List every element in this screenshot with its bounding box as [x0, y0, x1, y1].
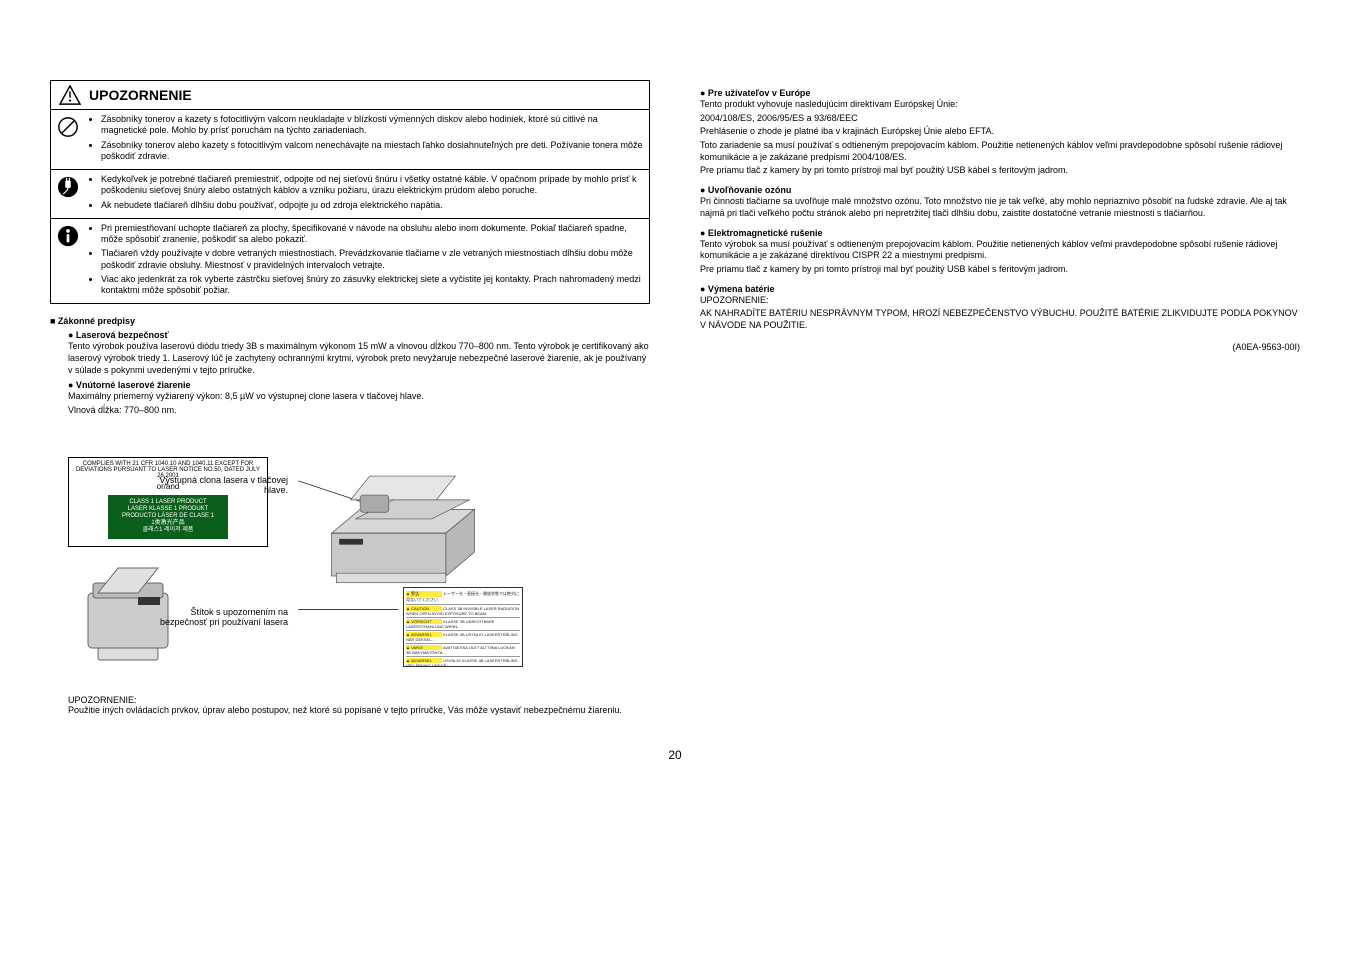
laser-safety-text: Tento výrobok používa laserovú diódu tri… — [68, 341, 650, 376]
figure-area: COMPLIES WITH 21 CFR 1040.10 AND 1040.11… — [68, 457, 650, 675]
laser-safety-heading: ● Laserová bezpečnosť — [68, 330, 650, 340]
eu-declaration: Prehlásenie o zhode je platné iba v kraj… — [700, 126, 1300, 138]
callout-sticker: Štítok s upozornením na bezpečnosť pri p… — [148, 607, 288, 629]
internal-laser-heading: ● Vnútorné laserové žiarenie — [68, 380, 650, 390]
caution-heading: UPOZORNENIE: — [68, 695, 650, 705]
compliance-label: COMPLIES WITH 21 CFR 1040.10 AND 1040.11… — [68, 457, 268, 547]
warning-row-unplug: Kedykoľvek je potrebné tlačiareň premies… — [51, 170, 649, 219]
printer-diagram: Výstupná clona lasera v tlačovej hlave. … — [298, 457, 508, 659]
ozone-text: Pri činnosti tlačiarne sa uvoľňuje malé … — [700, 196, 1300, 219]
laser-warning-sticker: ▲ 警告 レーザー光・直接光・開放状態では絶対に見ないでください ▲ CAUTI… — [403, 587, 523, 667]
info-icon — [57, 225, 79, 247]
bullet: Ak nebudete tlačiareň dlhšiu dobu použív… — [101, 200, 643, 211]
document-id: (A0EA-9563-00I) — [700, 342, 1300, 352]
bullet: Zásobníky tonerov a kazety s fotocitlivý… — [101, 114, 643, 137]
battery-heading: ● Výmena batérie — [700, 284, 1300, 294]
eu-cable: Toto zariadenie sa musí používať s odtie… — [700, 140, 1300, 163]
plug-icon — [57, 176, 79, 198]
eu-users-heading: ● Pre užívateľov v Európe — [700, 88, 1300, 98]
warning-row-prohibition: Zásobníky tonerov a kazety s fotocitlivý… — [51, 110, 649, 170]
ozone-heading: ● Uvoľňovanie ozónu — [700, 185, 1300, 195]
bullet: Tlačiareň vždy používajte v dobre vetran… — [101, 248, 643, 271]
eu-text: Tento produkt vyhovuje nasledujúcim dire… — [700, 99, 1300, 111]
internal-laser-text: Maximálny priemerný vyžiarený výkon: 8,5… — [68, 391, 650, 403]
page-number: 20 — [50, 748, 1300, 762]
warning-header: UPOZORNENIE — [51, 81, 649, 110]
emi-text: Tento výrobok sa musí používať s odtiene… — [700, 239, 1300, 262]
bullet: Kedykoľvek je potrebné tlačiareň premies… — [101, 174, 643, 197]
warning-title: UPOZORNENIE — [89, 87, 192, 103]
callout-aperture: Výstupná clona lasera v tlačovej hlave. — [148, 475, 288, 497]
prohibit-icon — [57, 116, 79, 138]
warning-box: UPOZORNENIE Zásobníky tonerov a kazety s… — [50, 80, 650, 304]
class1-label: CLASS 1 LASER PRODUCT LASER KLASSE 1 PRO… — [108, 495, 228, 539]
battery-warning-text: AK NAHRADÍTE BATÉRIU NESPRÁVNYM TYPOM, H… — [700, 308, 1300, 331]
warning-triangle-icon — [59, 85, 81, 105]
caution-text: Použitie iných ovládacích prvkov, úprav … — [68, 705, 650, 717]
bullet: Viac ako jedenkrát za rok vyberte zástrč… — [101, 274, 643, 297]
emi-usb: Pre priamu tlač z kamery by pri tomto pr… — [700, 264, 1300, 276]
eu-directives: 2004/108/ES, 2006/95/ES a 93/68/EEC — [700, 113, 1300, 125]
legal-heading: ■ Zákonné predpisy — [50, 316, 650, 326]
battery-warning-label: UPOZORNENIE: — [700, 295, 1300, 307]
internal-laser-wavelength: Vlnová dĺžka: 770–800 nm. — [68, 405, 650, 417]
eu-usb: Pre priamu tlač z kamery by pri tomto pr… — [700, 165, 1300, 177]
bullet: Zásobníky tonerov alebo kazety s fotocit… — [101, 140, 643, 163]
bullet: Pri premiestňovaní uchopte tlačiareň za … — [101, 223, 643, 246]
emi-heading: ● Elektromagnetické rušenie — [700, 228, 1300, 238]
warning-row-info: Pri premiestňovaní uchopte tlačiareň za … — [51, 219, 649, 304]
